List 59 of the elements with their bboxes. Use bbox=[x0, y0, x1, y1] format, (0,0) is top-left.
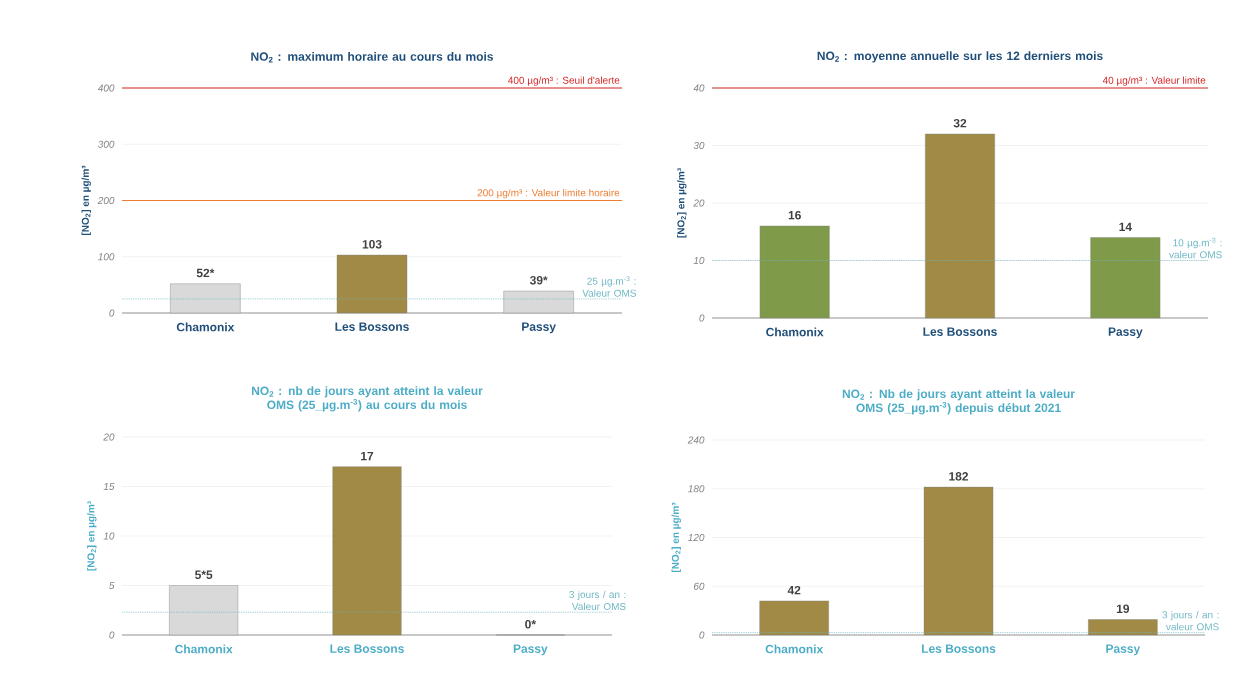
data-label: 52* bbox=[196, 268, 215, 278]
y-tick-label: 180 bbox=[688, 485, 705, 493]
y-tick-label: 5 bbox=[109, 582, 115, 589]
x-tick-label: Les Bossons bbox=[330, 644, 404, 653]
ref-line-label: 3 jours / an : valeur OMS bbox=[1162, 611, 1219, 631]
data-label: 39* bbox=[529, 276, 548, 285]
data-label: 182 bbox=[949, 472, 969, 481]
y-axis-title: [NO$_{2}$] en µg/m³ bbox=[677, 168, 687, 238]
y-tick-label: 120 bbox=[688, 533, 705, 542]
x-tick-label: Chamonix bbox=[765, 644, 824, 654]
ref-line-label: 25 µg.m$^{-3}$ : Valeur OMS bbox=[582, 276, 637, 297]
y-tick-label: 0 bbox=[699, 314, 705, 322]
x-tick-label: Passy bbox=[1106, 644, 1141, 656]
data-label: 0* bbox=[525, 619, 536, 629]
ref-line-label: 200 µg/m³ : Valeur limite horaire bbox=[477, 188, 620, 199]
y-tick-label: 400 bbox=[97, 84, 115, 92]
y-tick-label: 10 bbox=[693, 256, 705, 265]
y-axis-title: [NO$_{2}$] en µg/m³ bbox=[87, 501, 97, 571]
y-tick-label: 200 bbox=[97, 196, 115, 205]
y-axis-title: [NO$_{2}$] en µg/m³ bbox=[81, 165, 91, 236]
y-tick-label: 100 bbox=[98, 253, 115, 261]
y-tick-label: 15 bbox=[103, 483, 115, 490]
y-tick-label: 20 bbox=[693, 199, 705, 207]
chart-title: NO$_{2}$ : nb de jours ayant atteint la valeur OMS (25_µg.m$^{-3}$) au cours du mois bbox=[251, 386, 483, 412]
chart-title: NO$_{2}$ : moyenne annuelle sur les 12 derniers mois bbox=[817, 51, 1103, 63]
y-tick-label: 0 bbox=[109, 631, 115, 639]
data-label: 5*5 bbox=[195, 570, 213, 579]
x-tick-label: Passy bbox=[522, 322, 556, 334]
y-tick-label: 240 bbox=[687, 436, 705, 444]
data-label: 103 bbox=[362, 240, 382, 249]
y-tick-label: 0 bbox=[699, 631, 705, 639]
y-tick-label: 30 bbox=[693, 141, 705, 150]
ref-line-label: 40 µg/m³ : Valeur limite bbox=[1102, 76, 1206, 86]
x-tick-label: Chamonix bbox=[766, 327, 824, 337]
y-tick-label: 40 bbox=[693, 84, 705, 92]
y-tick-label: 60 bbox=[693, 582, 705, 590]
chart-title: NO$_{2}$ : maximum horaire au cours du mois bbox=[251, 51, 493, 63]
x-tick-label: Chamonix bbox=[175, 644, 233, 654]
data-label: 16 bbox=[788, 210, 801, 220]
data-label: 14 bbox=[1119, 222, 1132, 231]
x-tick-label: Passy bbox=[1108, 327, 1143, 339]
y-tick-label: 0 bbox=[109, 309, 115, 317]
ref-line-label: 400 µg/m³ : Seuil d'alerte bbox=[508, 76, 620, 86]
data-label: 17 bbox=[361, 451, 374, 461]
chart-title: NO$_{2}$ : Nb de jours ayant atteint la valeur OMS (25_µg.m$^{-3}$) depuis début 2021 bbox=[842, 389, 1075, 415]
y-tick-label: 300 bbox=[98, 140, 115, 148]
y-tick-label: 20 bbox=[103, 433, 115, 441]
x-tick-label: Chamonix bbox=[176, 322, 235, 332]
ref-line-label: 10 µg.m$^{-3}$ : valeur OMS bbox=[1169, 237, 1222, 259]
x-tick-label: Passy bbox=[513, 644, 548, 656]
y-axis-title: [NO$_{2}$] en µg/m³ bbox=[671, 502, 681, 573]
x-tick-label: Les Bossons bbox=[923, 327, 997, 336]
data-label: 19 bbox=[1116, 604, 1130, 614]
x-tick-label: Les Bossons bbox=[921, 644, 996, 653]
x-tick-label: Les Bossons bbox=[335, 322, 409, 331]
data-label: 32 bbox=[953, 118, 967, 128]
data-label: 42 bbox=[787, 585, 801, 595]
y-tick-label: 10 bbox=[103, 532, 115, 540]
ref-line-label: 3 jours / an : Valeur OMS bbox=[569, 590, 626, 611]
